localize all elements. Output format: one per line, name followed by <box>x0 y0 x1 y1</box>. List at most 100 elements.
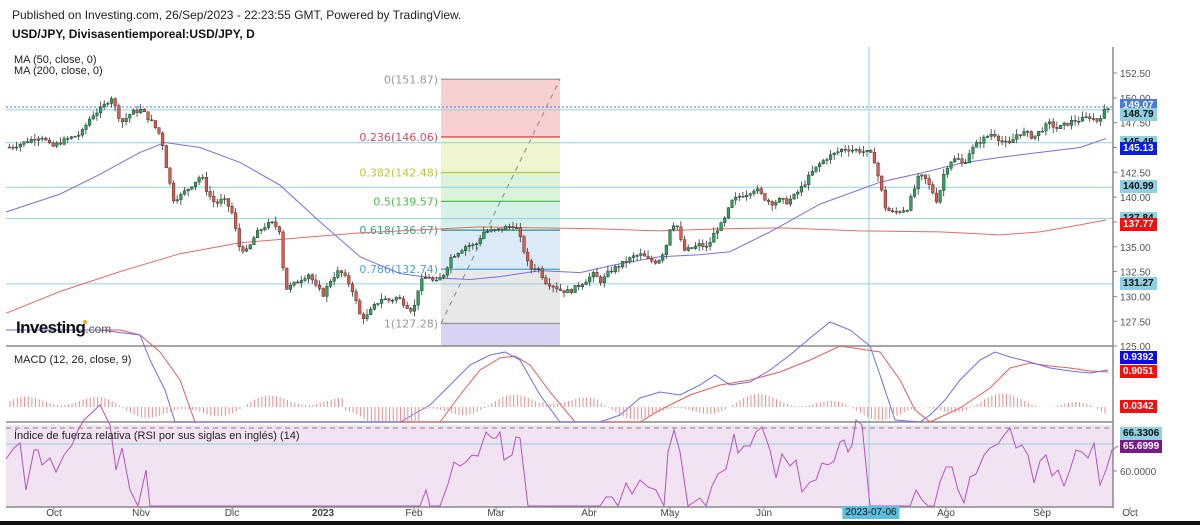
candle-up <box>726 207 730 219</box>
candle-up <box>829 154 833 160</box>
candle-up <box>15 146 19 149</box>
fib-zone <box>441 230 560 270</box>
y-tick-label: 142.50 <box>1120 168 1151 179</box>
candle-up <box>62 138 66 145</box>
candle-down <box>653 260 657 264</box>
candle-up <box>821 160 825 164</box>
macd-value-tag: 0.0342 <box>1120 400 1157 413</box>
candle-down <box>931 184 935 194</box>
candle-up <box>99 106 103 114</box>
candle-down <box>595 272 599 278</box>
y-tick-label: 132.50 <box>1120 268 1151 279</box>
candle-up <box>986 136 990 138</box>
candle-down <box>117 105 121 119</box>
candle-up <box>913 188 917 197</box>
candle-down <box>927 178 931 185</box>
candle-up <box>91 115 95 120</box>
candle-up <box>836 151 840 154</box>
candle-down <box>285 267 289 290</box>
candle-up <box>453 256 457 258</box>
candle-up <box>1069 120 1074 126</box>
candle-up <box>953 158 957 163</box>
logo-suffix: .com <box>85 322 112 336</box>
candle-up <box>22 141 26 145</box>
candle-up <box>223 198 227 200</box>
candle-up <box>66 138 70 140</box>
candle-down <box>843 149 847 151</box>
candle-up <box>613 266 617 273</box>
candle-down <box>234 212 238 229</box>
candlesticks <box>7 96 1110 325</box>
candle-up <box>949 161 953 169</box>
candle-down <box>759 188 763 194</box>
candle-down <box>230 206 234 213</box>
macd-line <box>6 321 1109 423</box>
x-axis-label: Oct <box>1122 508 1138 519</box>
candle-down <box>281 231 285 269</box>
candle-up <box>584 281 588 285</box>
candle-up <box>18 144 22 148</box>
candle-up <box>686 247 690 251</box>
candle-up <box>661 254 665 261</box>
candle-up <box>423 276 428 279</box>
candle-up <box>434 279 438 282</box>
candle-up <box>715 230 719 234</box>
candle-down <box>47 139 52 144</box>
candle-down <box>318 284 322 289</box>
candle-up <box>37 138 41 141</box>
x-axis-label: Nov <box>132 508 150 519</box>
candle-up <box>1033 135 1037 139</box>
candle-up <box>245 248 249 252</box>
candle-down <box>226 198 230 207</box>
candle-up <box>460 250 464 254</box>
candle-down <box>511 226 515 229</box>
candle-up <box>825 159 829 161</box>
candle-down <box>1088 116 1092 119</box>
fib-zone <box>441 201 560 231</box>
candle-up <box>442 274 446 278</box>
candle-down <box>1007 140 1011 144</box>
candle-up <box>175 199 179 202</box>
candle-up <box>916 175 920 190</box>
ma50-legend: MA (50, close, 0) <box>14 54 97 66</box>
fib-level-label: 0.5(139.57) <box>373 195 438 208</box>
candle-down <box>675 225 679 228</box>
candle-up <box>964 162 968 164</box>
candle-up <box>84 125 88 130</box>
candle-up <box>942 174 946 191</box>
candle-up <box>190 186 194 190</box>
candle-down <box>161 132 165 146</box>
candle-up <box>325 286 329 297</box>
candle-down <box>58 142 62 145</box>
fib-level-label: 1(127.28) <box>384 317 438 330</box>
candle-down <box>642 253 646 257</box>
candle-down <box>431 278 435 281</box>
ma50-line <box>5 138 1107 281</box>
x-axis-label: Oct <box>46 508 62 519</box>
candle-down <box>555 286 559 290</box>
candle-up <box>391 299 395 302</box>
candle-down <box>1095 118 1099 122</box>
candle-up <box>788 198 792 205</box>
candle-down <box>880 175 884 191</box>
candle-up <box>792 193 796 200</box>
candle-down <box>405 305 409 309</box>
candle-up <box>456 253 460 257</box>
fib-zone <box>441 79 560 137</box>
candle-up <box>602 276 606 283</box>
candle-up <box>128 114 132 119</box>
candle-up <box>752 190 756 194</box>
candle-up <box>748 193 752 196</box>
macd-label: MACD (12, 26, close, 9) <box>14 354 132 366</box>
candle-up <box>420 278 424 291</box>
candle-up <box>292 281 296 286</box>
candle-down <box>142 108 146 112</box>
candle-up <box>40 137 44 140</box>
support-resistance-lines[interactable] <box>6 47 1113 508</box>
candle-up <box>372 304 376 310</box>
candle-up <box>489 229 493 232</box>
candle-down <box>150 119 154 122</box>
ma200-legend: MA (200, close, 0) <box>14 65 103 77</box>
candle-down <box>507 226 511 228</box>
